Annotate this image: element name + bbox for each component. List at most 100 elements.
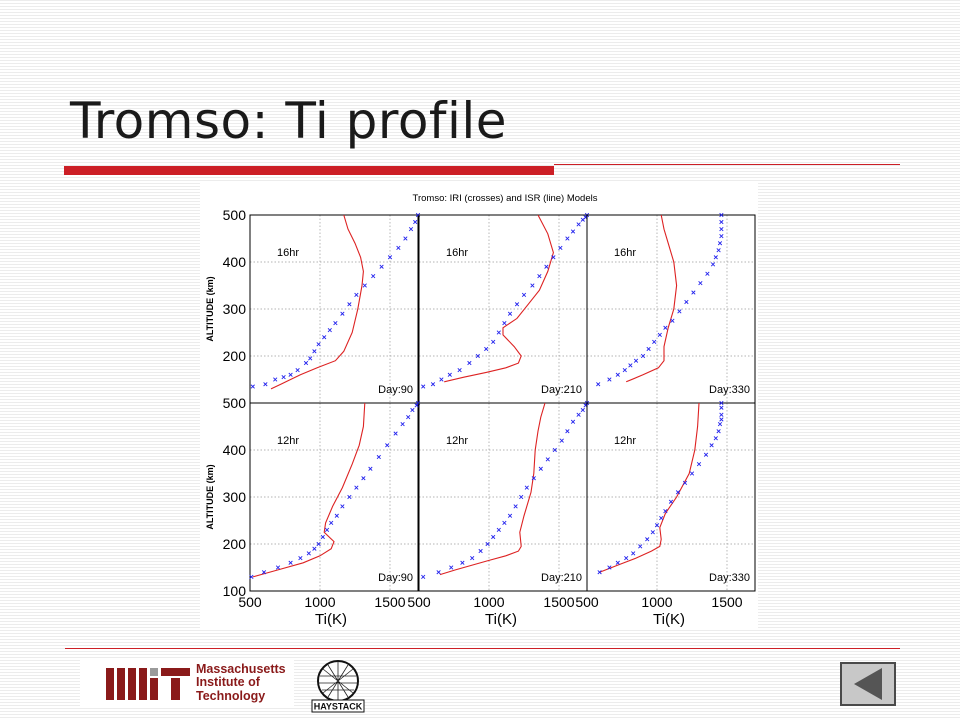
top-middle-iri-point (502, 320, 507, 326)
bottom-right-iri-point (716, 429, 721, 434)
bottom-right-iri-point (696, 461, 702, 467)
bottom-left-iri-point (261, 570, 267, 575)
bottom-middle-iri-point (496, 527, 501, 533)
bottom-middle-iri-point (460, 560, 465, 565)
top-middle-iri-point (439, 377, 444, 382)
bottom-left-y-tick: 500 (223, 395, 247, 411)
top-right-iri-point (657, 332, 662, 337)
ti-profile-figure: Tromso: IRI (crosses) and ISR (line) Mod… (200, 183, 758, 630)
bottom-middle-iri-point (436, 570, 441, 575)
bottom-right-iri-point (675, 490, 681, 495)
top-right-iri-point (719, 234, 724, 239)
top-left-iri-point (312, 349, 317, 354)
bottom-left-iri-point (368, 466, 373, 471)
top-right-iri-point (719, 212, 724, 218)
bottom-left-iri-point (393, 431, 398, 436)
top-right-iri-point (640, 353, 646, 359)
bottom-middle-iri-point (478, 548, 483, 554)
bottom-left-iri-point (312, 546, 317, 551)
bottom-right-iri-point (607, 565, 612, 570)
bottom-middle-iri-point (491, 534, 496, 540)
top-right-iri-point (691, 290, 696, 295)
top-left-iri-point (263, 382, 268, 387)
bottom-left-iri-point (376, 454, 381, 460)
bottom-left-iri-point (400, 422, 405, 427)
bottom-right-iri-point (624, 555, 629, 561)
haystack-logo: HAYSTACK (311, 660, 365, 713)
bottom-left-y-tick: 100 (223, 583, 247, 599)
top-left-iri-point (413, 219, 418, 225)
x-axis-label-right: Ti(K) (653, 611, 685, 628)
bottom-right-x-tick: 1000 (641, 594, 672, 610)
bottom-middle-iri-point (470, 555, 475, 561)
top-middle-iri-point (507, 311, 513, 316)
top-right-iri-point (607, 377, 612, 382)
top-right-iri-point (663, 325, 668, 330)
top-right-iri-point (677, 309, 682, 314)
bottom-right-iri-point (717, 422, 723, 427)
bottom-left-iri-point (406, 414, 411, 420)
top-left-iri-point (362, 283, 367, 288)
bottom-left-iri-point (329, 520, 334, 525)
bottom-left-iri-point (275, 565, 281, 570)
bottom-right-iri-point (689, 471, 695, 476)
top-right-iri-point (622, 367, 627, 373)
bottom-left-iri-point (347, 494, 352, 500)
top-middle-iri-point (537, 273, 542, 279)
top-left-iri-point (371, 273, 376, 279)
bottom-right-iri-point (709, 443, 714, 448)
top-middle-iri-point (514, 302, 520, 307)
bottom-right-iri-point (713, 436, 718, 441)
top-right-iri-point (713, 255, 718, 260)
bottom-right-hour-label: 12hr (614, 435, 636, 447)
top-right-iri-point (698, 281, 703, 286)
top-right-iri-point (596, 382, 601, 387)
chart-svg: Tromso: IRI (crosses) and ISR (line) Mod… (205, 193, 756, 628)
nav-back-button[interactable] (840, 662, 896, 706)
bottom-middle-iri-point (545, 457, 550, 462)
bottom-left-iri-point (414, 403, 419, 408)
bottom-left-x-tick: 1000 (304, 594, 335, 610)
top-middle-iri-point (430, 382, 436, 387)
top-middle-iri-point (491, 339, 496, 345)
top-left-iri-point (408, 226, 414, 232)
top-left-iri-point (295, 367, 300, 373)
bottom-left-iri-point (354, 485, 359, 490)
bottom-right-x-tick: 500 (575, 594, 599, 610)
bottom-middle-iri-point (559, 438, 564, 443)
x-axis-label-middle: Ti(K) (485, 611, 517, 628)
bottom-left-iri-point (410, 407, 415, 413)
top-left-iri-point (333, 320, 338, 326)
top-middle-iri-point (457, 367, 462, 373)
bottom-right-iri-point (668, 499, 674, 504)
top-left-iri-point (387, 255, 393, 260)
bottom-left-iri-point (249, 574, 254, 580)
bottom-right-iri-point (719, 400, 724, 406)
top-left-iri-point (379, 264, 384, 269)
top-right-iri-point (717, 241, 723, 246)
bottom-right-isr-line (599, 402, 700, 573)
bottom-right-iri-point (638, 544, 643, 549)
top-middle-iri-point (467, 360, 472, 366)
bottom-right-day-label: Day:330 (709, 572, 750, 584)
top-middle-day-label: Day:210 (541, 384, 582, 396)
bottom-right-iri-point (719, 412, 724, 417)
top-left-iri-point (354, 292, 359, 298)
bottom-middle-iri-point (538, 466, 543, 471)
top-middle-iri-point (551, 255, 556, 260)
chart-suptitle: Tromso: IRI (crosses) and ISR (line) Mod… (413, 193, 598, 204)
top-left-y-tick: 200 (223, 348, 247, 364)
bottom-left-x-tick: 1500 (374, 594, 405, 610)
top-right-iri-point (670, 318, 675, 323)
top-right-day-label: Day:330 (709, 384, 750, 396)
bottom-right-iri-point (645, 537, 650, 542)
bottom-middle-iri-point (565, 429, 570, 434)
top-left-iri-point (322, 335, 327, 340)
bottom-right-frame (586, 402, 756, 592)
bottom-left-iri-point (385, 443, 390, 448)
bottom-left-iri-point (316, 541, 321, 547)
top-right-iri-point (652, 339, 657, 345)
mit-line-2: Institute of (196, 675, 260, 690)
top-middle-iri-point (565, 236, 570, 241)
bottom-left-iri-point (334, 513, 339, 518)
